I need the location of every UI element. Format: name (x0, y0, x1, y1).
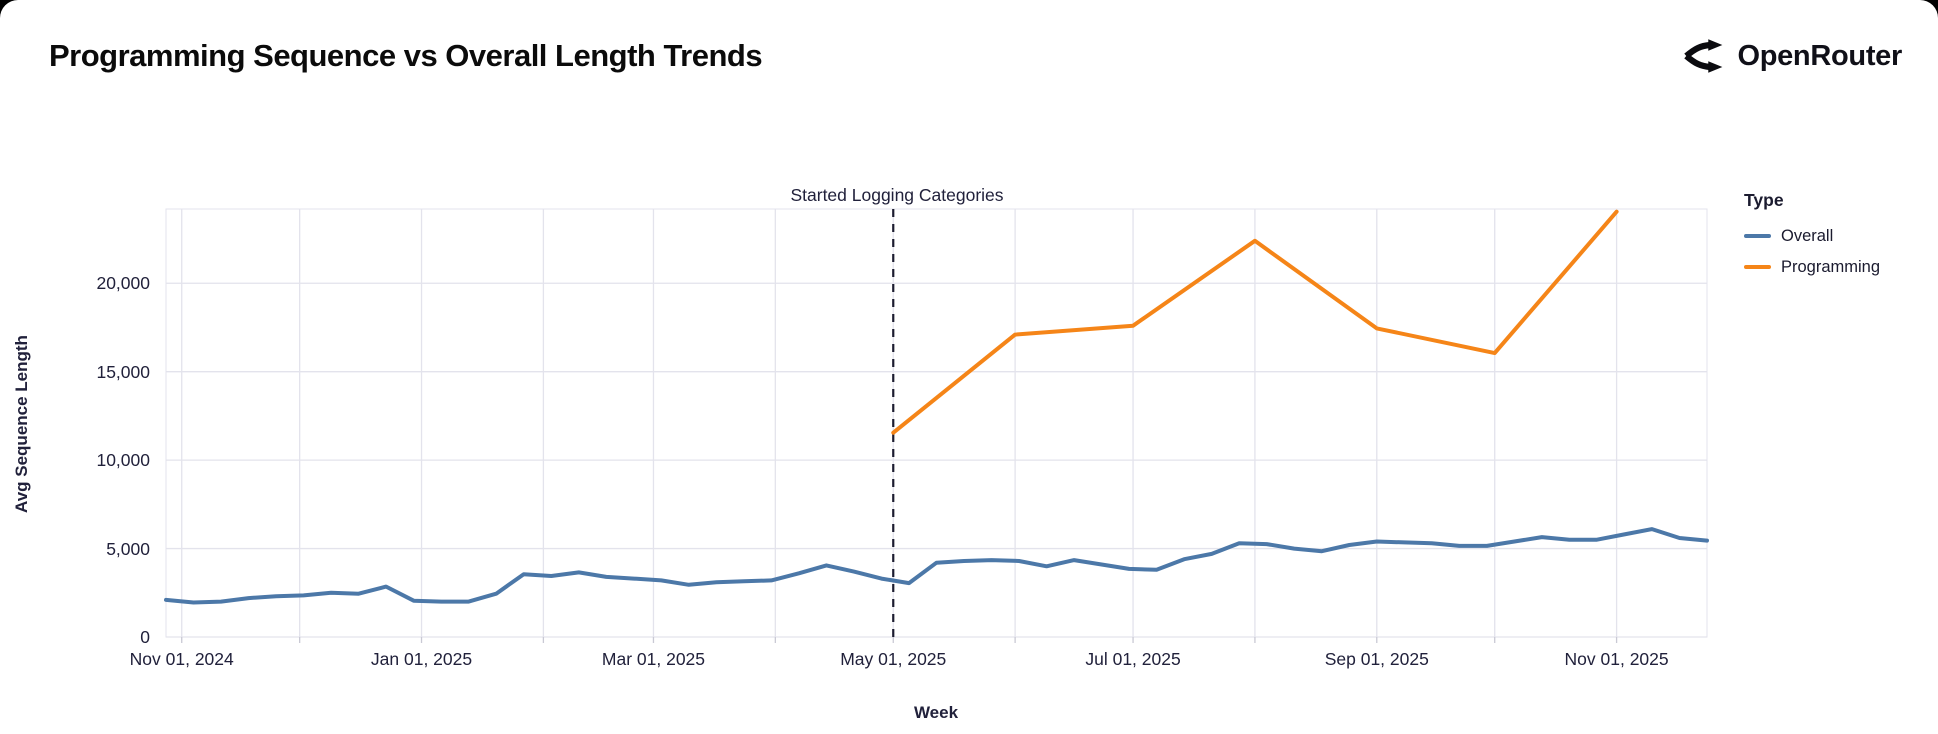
x-tick-label: Mar 01, 2025 (601, 649, 706, 669)
legend-swatch (1744, 234, 1771, 238)
x-axis-title: Week (913, 703, 959, 722)
x-tick-label: Jan 01, 2025 (370, 649, 473, 669)
page-title: Programming Sequence vs Overall Length T… (49, 38, 763, 73)
x-tick-label: Nov 01, 2024 (129, 649, 234, 669)
openrouter-icon (1681, 34, 1725, 78)
legend-title: Type (1744, 190, 1784, 210)
y-tick-label: 10,000 (96, 450, 150, 471)
x-tick-label: May 01, 2025 (840, 649, 947, 669)
legend-item-programming: Programming (1744, 256, 1934, 278)
legend-label: Programming (1781, 257, 1881, 276)
series-line-programming (891, 209, 1619, 435)
y-tick-label: 0 (140, 627, 150, 647)
annotation-label: Started Logging Categories (790, 185, 1004, 205)
plot-border (165, 208, 1708, 638)
x-tick-label: Jul 01, 2025 (1085, 649, 1181, 669)
x-tick-label: Sep 01, 2025 (1324, 649, 1429, 669)
legend-label: Overall (1781, 226, 1834, 245)
y-tick-label: 20,000 (96, 273, 150, 294)
brand-name: OpenRouter (1737, 39, 1902, 72)
legend-swatch (1744, 265, 1771, 269)
y-tick-label: 15,000 (96, 361, 150, 382)
y-tick-label: 5,000 (106, 538, 150, 559)
x-tick-label: Nov 01, 2025 (1564, 649, 1669, 669)
legend: Type Overall Programming (1744, 190, 1934, 287)
brand-logo: OpenRouter (1681, 34, 1902, 78)
series-line-overall (164, 527, 1709, 605)
legend-item-overall: Overall (1744, 225, 1934, 247)
